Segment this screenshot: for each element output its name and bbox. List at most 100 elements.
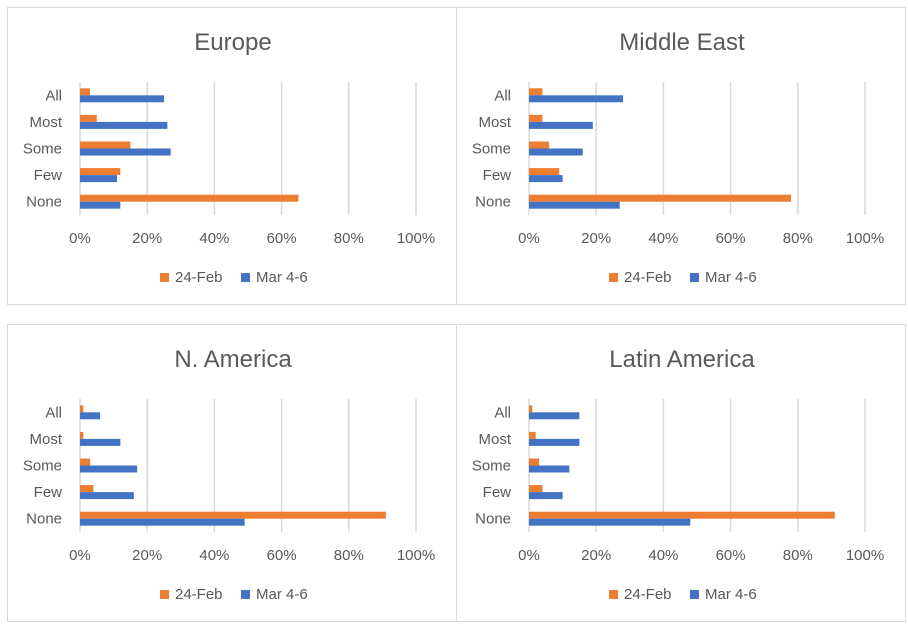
bar-24-feb xyxy=(80,431,84,439)
category-label: All xyxy=(494,87,511,104)
legend-label-24-feb: 24-Feb xyxy=(175,269,223,286)
bar-24-feb xyxy=(80,194,299,202)
chart-svg-n-america: N. America 0% 20% 40% 60% 80% 100% All Most Some… xyxy=(23,346,435,603)
category-label: Most xyxy=(29,114,62,131)
bar-24-feb xyxy=(529,88,543,96)
category-label: All xyxy=(45,87,62,104)
bar-24-feb xyxy=(529,114,543,122)
category-label: All xyxy=(45,404,62,421)
x-tick-label: 60% xyxy=(267,230,297,247)
bar-24-feb xyxy=(529,194,792,202)
chart-svg-middle-east: Middle East 0% 20% 40% 60% 80% 100% All Most Som… xyxy=(472,29,884,286)
legend-swatch-mar-4-6 xyxy=(690,590,699,599)
category-label: Most xyxy=(29,431,62,448)
bar-24-feb xyxy=(80,141,131,149)
bar-mar-4-6 xyxy=(80,95,164,103)
bar-24-feb xyxy=(529,458,540,466)
x-tick-label: 40% xyxy=(199,230,229,247)
x-tick-label: 20% xyxy=(581,547,611,564)
legend-swatch-mar-4-6 xyxy=(241,590,250,599)
bar-mar-4-6 xyxy=(529,201,620,209)
bar-24-feb xyxy=(80,114,97,122)
bar-mar-4-6 xyxy=(529,465,570,473)
legend-label-mar-4-6: Mar 4-6 xyxy=(256,586,308,603)
category-label: Most xyxy=(478,431,511,448)
bar-mar-4-6 xyxy=(529,412,580,420)
bar-24-feb xyxy=(80,458,91,466)
category-label: Few xyxy=(483,484,512,501)
bar-24-feb xyxy=(80,168,121,176)
bar-24-feb xyxy=(529,168,560,176)
x-tick-label: 100% xyxy=(846,230,884,247)
legend-label-mar-4-6: Mar 4-6 xyxy=(705,269,757,286)
category-label: Some xyxy=(472,141,511,158)
bar-mar-4-6 xyxy=(529,121,593,129)
legend-label-24-feb: 24-Feb xyxy=(175,586,223,603)
bar-mar-4-6 xyxy=(529,95,624,103)
x-tick-label: 0% xyxy=(518,547,540,564)
legend-label-mar-4-6: Mar 4-6 xyxy=(256,269,308,286)
x-tick-label: 100% xyxy=(397,230,435,247)
x-tick-label: 80% xyxy=(783,230,813,247)
legend-swatch-24-feb xyxy=(160,273,169,282)
x-tick-label: 40% xyxy=(648,230,678,247)
bar-mar-4-6 xyxy=(80,201,121,209)
x-tick-label: 0% xyxy=(69,547,91,564)
chart-panel-n-america: N. America 0% 20% 40% 60% 80% 100% All Most Some… xyxy=(7,324,457,622)
category-label: Few xyxy=(34,167,63,184)
legend-label-mar-4-6: Mar 4-6 xyxy=(705,586,757,603)
bar-mar-4-6 xyxy=(80,465,138,473)
category-label: None xyxy=(26,511,62,528)
bar-24-feb xyxy=(529,511,835,519)
x-tick-label: 80% xyxy=(334,230,364,247)
category-label: Most xyxy=(478,114,511,131)
x-tick-label: 40% xyxy=(199,547,229,564)
bar-mar-4-6 xyxy=(80,175,117,183)
bar-24-feb xyxy=(529,431,536,439)
category-label: Some xyxy=(23,141,62,158)
x-tick-label: 20% xyxy=(132,230,162,247)
chart-title: Middle East xyxy=(619,29,745,56)
chart-panel-europe: Europe 0% 20% 40% 60% 80% 100% All Most Some Few N… xyxy=(7,7,457,305)
bar-24-feb xyxy=(529,141,550,149)
category-label: None xyxy=(475,194,511,211)
legend-swatch-24-feb xyxy=(609,590,618,599)
bar-24-feb xyxy=(80,88,91,96)
x-tick-label: 100% xyxy=(846,547,884,564)
category-label: Some xyxy=(23,458,62,475)
chart-panel-latin-america: Latin America 0% 20% 40% 60% 80% 100% All Most S… xyxy=(456,324,906,622)
bar-mar-4-6 xyxy=(80,148,171,156)
legend-label-24-feb: 24-Feb xyxy=(624,269,672,286)
legend-swatch-mar-4-6 xyxy=(690,273,699,282)
x-tick-label: 20% xyxy=(581,230,611,247)
bar-mar-4-6 xyxy=(80,412,101,420)
x-tick-label: 20% xyxy=(132,547,162,564)
bar-mar-4-6 xyxy=(529,438,580,446)
chart-title: N. America xyxy=(174,346,292,373)
legend-swatch-24-feb xyxy=(160,590,169,599)
bar-mar-4-6 xyxy=(529,148,583,156)
bar-24-feb xyxy=(80,485,94,493)
bar-mar-4-6 xyxy=(80,438,121,446)
category-label: Some xyxy=(472,458,511,475)
chart-title: Europe xyxy=(194,29,271,56)
category-label: None xyxy=(26,194,62,211)
x-tick-label: 40% xyxy=(648,547,678,564)
category-label: All xyxy=(494,404,511,421)
category-label: Few xyxy=(483,167,512,184)
x-tick-label: 0% xyxy=(518,230,540,247)
chart-svg-europe: Europe 0% 20% 40% 60% 80% 100% All Most Some Few N… xyxy=(23,29,435,286)
bar-mar-4-6 xyxy=(529,175,563,183)
bar-mar-4-6 xyxy=(80,121,168,129)
chart-title: Latin America xyxy=(609,346,755,373)
x-tick-label: 80% xyxy=(783,547,813,564)
x-tick-label: 60% xyxy=(267,547,297,564)
bar-mar-4-6 xyxy=(529,492,563,500)
chart-panel-middle-east: Middle East 0% 20% 40% 60% 80% 100% All Most Som… xyxy=(456,7,906,305)
x-tick-label: 60% xyxy=(716,547,746,564)
chart-svg-latin-america: Latin America 0% 20% 40% 60% 80% 100% All Most S… xyxy=(472,346,884,603)
category-label: Few xyxy=(34,484,63,501)
x-tick-label: 100% xyxy=(397,547,435,564)
bar-24-feb xyxy=(529,485,543,493)
x-tick-label: 80% xyxy=(334,547,364,564)
